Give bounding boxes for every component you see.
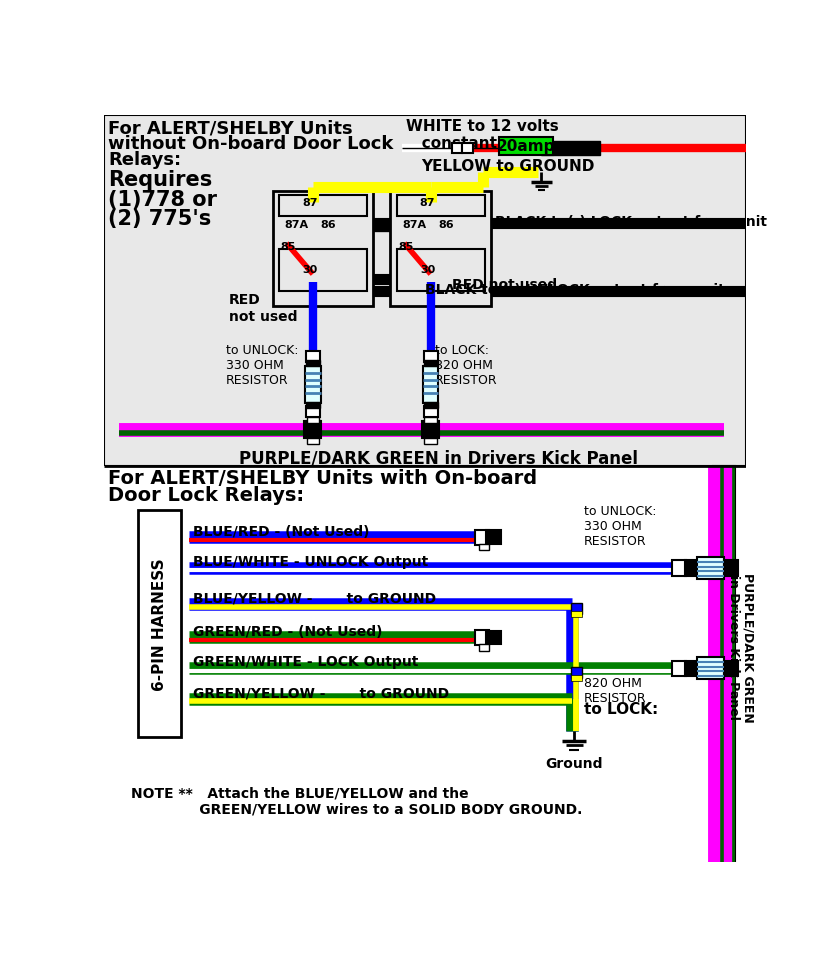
Text: RED
not used: RED not used [229, 294, 297, 324]
Bar [479, 545, 489, 551]
Text: RED not used: RED not used [452, 278, 556, 292]
Text: Door Lock Relays:: Door Lock Relays: [108, 485, 304, 505]
Bar [712, 466, 721, 862]
Text: (1)778 or: (1)778 or [108, 189, 217, 209]
Text: PURPLE/DARK GREEN in Drivers Kick Panel: PURPLE/DARK GREEN in Drivers Kick Panel [239, 449, 638, 466]
Bar [138, 510, 181, 737]
Bar [278, 196, 367, 217]
Bar [723, 561, 737, 577]
Text: BLUE/YELLOW -       to GROUND: BLUE/YELLOW - to GROUND [193, 591, 436, 605]
Text: to LOCK:
820 OHM
RESISTOR: to LOCK: 820 OHM RESISTOR [434, 344, 497, 387]
Text: GREEN/YELLOW -       to GROUND: GREEN/YELLOW - to GROUND [193, 685, 448, 700]
Bar [390, 192, 490, 307]
Bar [305, 367, 320, 404]
Bar [498, 138, 552, 156]
Bar [278, 249, 367, 292]
Text: (2) 775's: (2) 775's [108, 208, 211, 229]
Bar [423, 360, 437, 367]
Bar [541, 141, 599, 156]
Bar [306, 360, 320, 367]
Text: to UNLOCK:
330 OHM
RESISTOR: to UNLOCK: 330 OHM RESISTOR [584, 505, 656, 547]
Bar [696, 558, 724, 579]
Bar [306, 418, 319, 424]
Bar [396, 249, 484, 292]
Bar [451, 144, 462, 154]
Bar [672, 661, 686, 676]
Text: 6-PIN HARNESS: 6-PIN HARNESS [152, 557, 167, 690]
Text: PURPLE/DARK GREEN
in Drivers Kick Panel: PURPLE/DARK GREEN in Drivers Kick Panel [726, 573, 753, 722]
Bar [304, 422, 321, 439]
Bar [485, 631, 501, 644]
Bar [485, 531, 501, 545]
Bar [570, 611, 581, 618]
Bar [104, 116, 745, 466]
Text: BLACK to(-) LOCK output from unit: BLACK to(-) LOCK output from unit [494, 215, 766, 229]
Bar [570, 603, 581, 614]
Text: Requires: Requires [108, 171, 212, 190]
Bar [721, 466, 727, 862]
Text: 820 OHM
RESISTOR: 820 OHM RESISTOR [584, 676, 646, 704]
Bar [723, 466, 734, 862]
Text: without On-board Door Lock: without On-board Door Lock [108, 135, 393, 153]
Text: For ALERT/SHELBY Units with On-board: For ALERT/SHELBY Units with On-board [108, 469, 537, 487]
Text: 86: 86 [320, 219, 336, 230]
Text: For ALERT/SHELBY Units: For ALERT/SHELBY Units [108, 119, 353, 138]
Bar [423, 352, 437, 362]
Text: Relays:: Relays: [108, 151, 181, 169]
Text: to LOCK:: to LOCK: [584, 701, 657, 716]
Bar [421, 422, 439, 439]
Text: BLUE/RED - (Not Used): BLUE/RED - (Not Used) [193, 524, 368, 538]
Text: BLACK to (-) UNLOCK output from unit: BLACK to (-) UNLOCK output from unit [425, 282, 724, 297]
Bar [712, 466, 734, 862]
Bar [306, 439, 319, 445]
Bar [570, 675, 581, 681]
Text: NOTE **   Attach the BLUE/YELLOW and the
              GREEN/YELLOW wires to a S: NOTE ** Attach the BLUE/YELLOW and the G… [131, 786, 581, 816]
Bar [479, 644, 489, 651]
Text: 85: 85 [280, 241, 296, 252]
Bar [696, 658, 724, 679]
Bar [306, 352, 320, 362]
Text: 87A: 87A [402, 219, 426, 230]
Bar [727, 466, 734, 862]
Bar [570, 667, 581, 677]
Bar [424, 439, 436, 445]
Bar [423, 402, 437, 409]
Text: 87: 87 [419, 198, 435, 207]
Bar [672, 561, 686, 577]
Text: 20amp: 20amp [496, 140, 555, 154]
Bar [684, 661, 698, 676]
Text: WHITE to 12 volts
   constant fused: WHITE to 12 volts constant fused [406, 118, 558, 151]
Text: to UNLOCK:
330 OHM
RESISTOR: to UNLOCK: 330 OHM RESISTOR [226, 344, 298, 387]
Bar [424, 418, 436, 424]
Text: 86: 86 [438, 219, 454, 230]
Text: 30: 30 [301, 265, 317, 275]
Text: BLUE/WHITE - UNLOCK Output: BLUE/WHITE - UNLOCK Output [193, 554, 427, 569]
Bar [272, 192, 373, 307]
Bar [474, 530, 489, 546]
Bar [422, 367, 438, 404]
Bar [104, 466, 745, 862]
Text: 30: 30 [419, 265, 435, 275]
Text: 85: 85 [397, 241, 413, 252]
Bar [462, 144, 473, 154]
Bar [712, 466, 721, 862]
Bar [306, 407, 320, 418]
Text: YELLOW to GROUND: YELLOW to GROUND [421, 159, 594, 173]
Text: GREEN/RED - (Not Used): GREEN/RED - (Not Used) [193, 624, 382, 638]
Text: GREEN/WHITE - LOCK Output: GREEN/WHITE - LOCK Output [193, 655, 417, 669]
Bar [723, 661, 737, 676]
Bar [684, 561, 698, 577]
Bar [396, 196, 484, 217]
Bar [474, 630, 489, 645]
Text: 87A: 87A [284, 219, 308, 230]
Text: Ground: Ground [545, 756, 602, 770]
Bar [306, 402, 320, 409]
Text: 87: 87 [301, 198, 317, 207]
Bar [423, 407, 437, 418]
